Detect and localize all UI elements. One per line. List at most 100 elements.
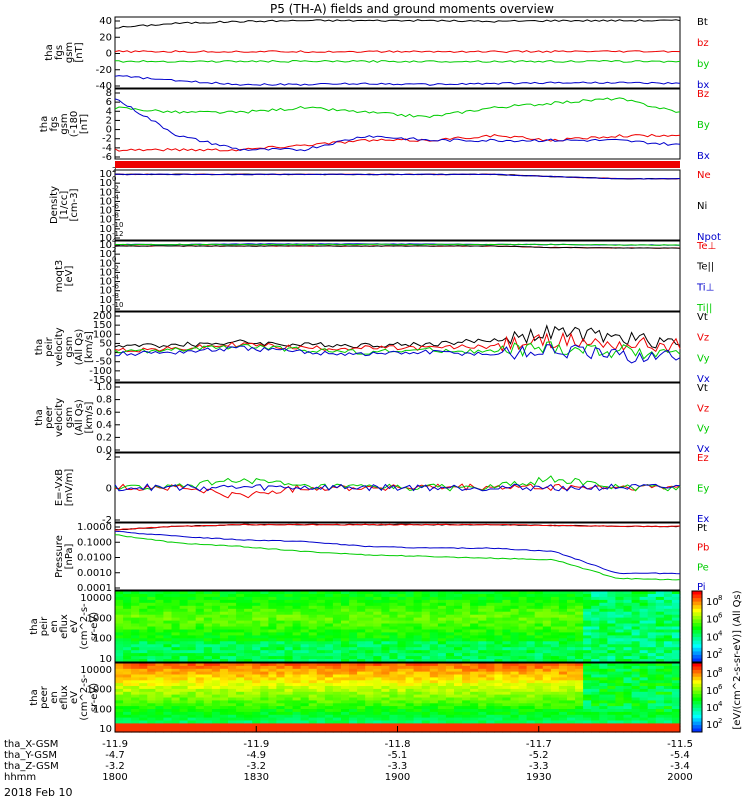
y-axis-label-line: fgs bbox=[49, 116, 60, 131]
spectrogram-cell bbox=[349, 663, 358, 667]
spectrogram-cell bbox=[389, 697, 399, 701]
spectrogram-cell bbox=[341, 620, 350, 625]
spectrogram-cell bbox=[454, 674, 463, 678]
spectrogram-cell bbox=[115, 638, 124, 642]
spectrogram-cell bbox=[518, 596, 528, 601]
spectrogram-cell bbox=[349, 656, 358, 660]
spectrogram-cell bbox=[244, 680, 253, 684]
spectrogram-cell bbox=[494, 668, 504, 673]
spectrogram-cell bbox=[623, 723, 633, 727]
colorbar-step bbox=[692, 676, 702, 681]
spectrogram-cell bbox=[115, 691, 124, 696]
spectrogram-cell bbox=[139, 638, 148, 642]
spectrogram-cell bbox=[550, 671, 560, 676]
spectrogram-cell bbox=[615, 653, 625, 657]
spectrogram-cell bbox=[163, 602, 173, 607]
spectrogram-cell bbox=[324, 709, 334, 713]
spectrogram-cell bbox=[115, 671, 124, 676]
spectrogram-cell bbox=[567, 717, 576, 722]
spectrogram-cell bbox=[663, 683, 673, 687]
spectrogram-cell bbox=[591, 623, 600, 628]
spectrogram-cell bbox=[583, 594, 592, 598]
spectrogram-cell bbox=[236, 688, 245, 693]
spectrogram-cell bbox=[276, 638, 286, 642]
spectrogram-cell bbox=[284, 596, 294, 601]
spectrogram-cell bbox=[558, 614, 568, 619]
spectrogram-cell bbox=[308, 647, 318, 651]
spectrogram-cell bbox=[631, 611, 641, 616]
spectrogram-cell bbox=[671, 726, 681, 730]
spectrogram-cell bbox=[599, 594, 608, 598]
spectrogram-cell bbox=[332, 723, 342, 727]
spectrogram-cell bbox=[510, 599, 520, 604]
spectrogram-cell bbox=[292, 644, 302, 648]
spectrogram-cell bbox=[437, 680, 447, 684]
spectrogram-cell bbox=[663, 605, 673, 610]
spectrogram-cell bbox=[502, 714, 512, 719]
spectrogram-cell bbox=[349, 680, 358, 684]
spectrogram-cell bbox=[591, 663, 600, 667]
spectrogram-cell bbox=[405, 653, 415, 657]
spectrogram-cell bbox=[510, 608, 520, 613]
spectrogram-cell bbox=[405, 726, 415, 730]
spectrogram-cell bbox=[131, 608, 140, 613]
spectrogram-cell bbox=[567, 608, 576, 613]
spectrogram-cell bbox=[615, 659, 625, 663]
spectrogram-cell bbox=[663, 663, 673, 667]
series-line-pi bbox=[114, 530, 681, 575]
spectrogram-cell bbox=[341, 638, 350, 642]
spectrogram-cell bbox=[575, 677, 584, 681]
spectrogram-cell bbox=[195, 688, 205, 693]
spectrogram-cell bbox=[300, 665, 310, 670]
spectrogram-cell bbox=[292, 726, 302, 730]
spectrogram-cell bbox=[623, 656, 633, 660]
spectrogram-cell bbox=[445, 706, 455, 710]
spectrogram-cell bbox=[381, 723, 391, 727]
spectrogram-cell bbox=[332, 653, 342, 657]
spectrogram-cell bbox=[486, 726, 495, 730]
spectrogram-cell bbox=[324, 691, 334, 696]
spectrogram-cell bbox=[155, 683, 165, 687]
spectrogram-cell bbox=[671, 706, 681, 710]
spectrogram-cell bbox=[179, 665, 189, 670]
spectrogram-cell bbox=[244, 656, 253, 660]
spectrogram-cell bbox=[260, 677, 269, 681]
spectrogram-cell bbox=[615, 635, 625, 639]
spectrogram-cell bbox=[365, 714, 374, 719]
spectrogram-cell bbox=[332, 632, 342, 636]
spectrogram-cell bbox=[583, 614, 592, 619]
spectrogram-cell bbox=[655, 653, 665, 657]
spectrogram-cell bbox=[276, 663, 286, 667]
y-axis-label-line: tha bbox=[29, 618, 40, 634]
spectrogram-cell bbox=[663, 729, 673, 733]
spectrogram-cell bbox=[268, 700, 278, 704]
spectrogram-cell bbox=[591, 635, 600, 639]
x-tick-label-t: 1900 bbox=[385, 772, 410, 783]
spectrogram-cell bbox=[260, 632, 269, 636]
spectrogram-cell bbox=[518, 647, 528, 651]
spectrogram-cell bbox=[615, 599, 625, 604]
spectrogram-cell bbox=[284, 688, 294, 693]
spectrogram-cell bbox=[171, 726, 181, 730]
spectrogram-cell bbox=[300, 671, 310, 676]
spectrogram-cell bbox=[558, 641, 568, 645]
spectrogram-cell bbox=[300, 659, 310, 663]
spectrogram-cell bbox=[445, 626, 455, 631]
spectrogram-cell bbox=[478, 663, 487, 667]
spectrogram-cell bbox=[163, 635, 173, 639]
spectrogram-cell bbox=[655, 623, 665, 628]
spectrogram-cell bbox=[478, 623, 487, 628]
spectrogram-cell bbox=[236, 677, 245, 681]
spectrogram-cell bbox=[300, 663, 310, 667]
spectrogram-cell bbox=[462, 668, 471, 673]
spectrogram-cell bbox=[365, 677, 374, 681]
spectrogram-cell bbox=[671, 711, 681, 716]
spectrogram-cell bbox=[470, 691, 479, 696]
spectrogram-cell bbox=[639, 623, 649, 628]
y-tick-label: -6 bbox=[102, 152, 112, 163]
spectrogram-cell bbox=[155, 671, 165, 676]
spectrogram-cell bbox=[437, 623, 447, 628]
spectrogram-cell bbox=[324, 591, 334, 595]
spectrogram-cell bbox=[421, 594, 431, 598]
spectrogram-cell bbox=[607, 617, 617, 622]
